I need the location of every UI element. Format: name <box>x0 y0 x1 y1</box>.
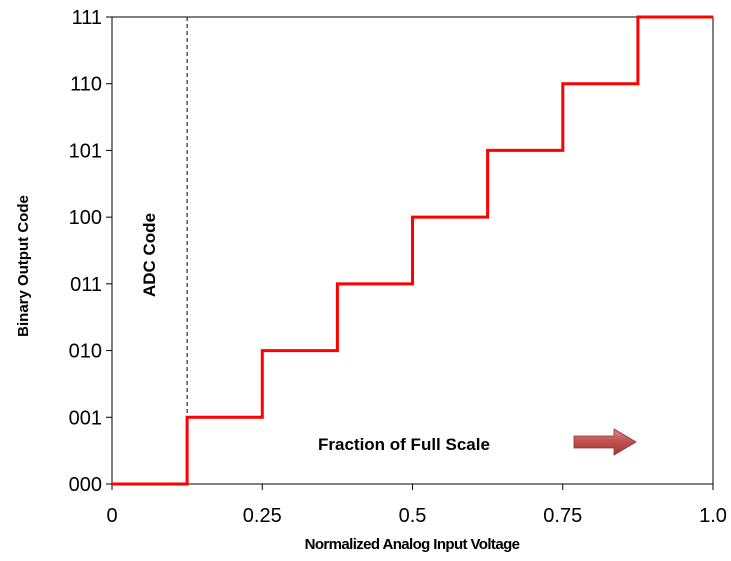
y-tick-label: 101 <box>69 140 102 162</box>
series-layer <box>112 15 713 486</box>
y-tick-label: 010 <box>69 341 102 363</box>
x-tick-label: 0 <box>106 505 117 527</box>
annotation-arrow <box>573 428 637 456</box>
x-tick-label: 1.0 <box>699 505 727 527</box>
x-tick-label: 0.5 <box>399 505 427 527</box>
reference-line-label: ADC Code <box>140 213 159 297</box>
y-tick-label: 000 <box>69 474 102 496</box>
x-tick-label: 0.75 <box>543 505 582 527</box>
y-tick-label: 111 <box>72 7 102 29</box>
y-tick-label: 001 <box>69 407 102 429</box>
series-line <box>112 15 713 486</box>
y-tick-label: 100 <box>69 207 102 229</box>
y-tick-label: 110 <box>70 74 102 96</box>
y-axis-ticks: 000 001 010 011 100 101 110 111 <box>69 7 112 496</box>
x-tick-label: 0.25 <box>243 505 282 527</box>
y-tick-label: 011 <box>70 274 102 296</box>
annotation-text: Fraction of Full Scale <box>318 435 490 454</box>
x-axis-ticks: 0 0.25 0.5 0.75 1.0 <box>106 484 727 527</box>
y-axis-title: Binary Output Code <box>15 195 32 337</box>
x-axis-title: Normalized Analog Input Voltage <box>305 536 520 553</box>
